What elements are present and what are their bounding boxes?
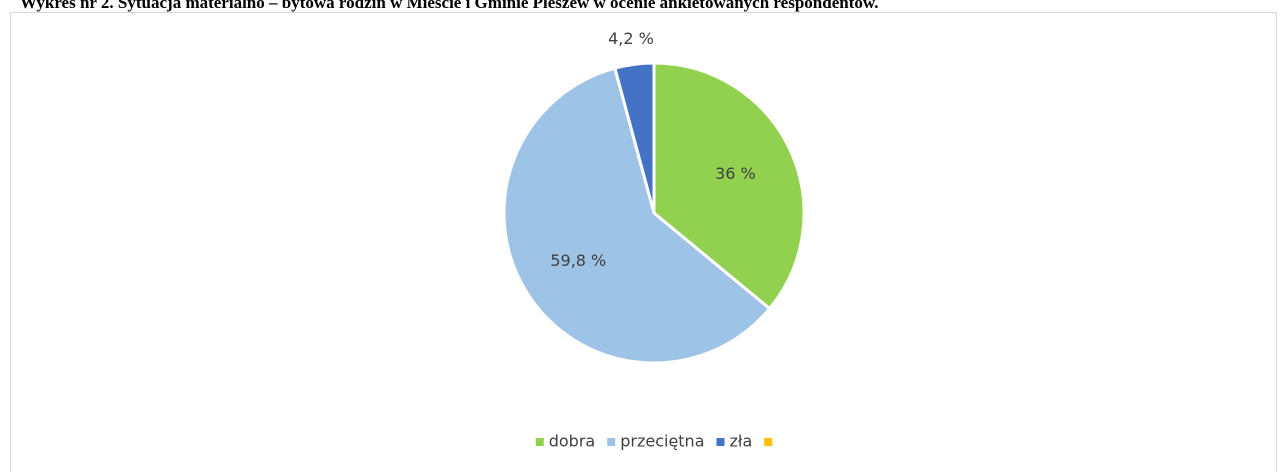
pie-slice — [502, 66, 772, 365]
legend-swatch — [764, 438, 773, 446]
legend-swatch — [716, 438, 725, 446]
data-label: 36 % — [715, 164, 756, 183]
legend-swatch — [607, 438, 616, 446]
legend-label: zła — [730, 432, 753, 451]
data-label: 4,2 % — [608, 29, 654, 48]
legend-label: dobra — [549, 432, 595, 451]
chart-title: Wykres nr 2. Sytuacja materialno – bytow… — [20, 0, 878, 12]
legend-label: przeciętna — [620, 432, 704, 451]
data-label: 59,8 % — [550, 251, 606, 270]
pie-slice — [652, 61, 806, 311]
legend-swatch — [535, 438, 544, 446]
